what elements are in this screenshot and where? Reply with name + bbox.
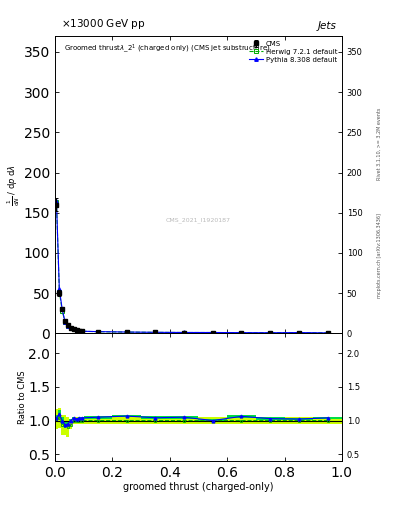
Pythia 8.308 default: [60, 306, 64, 312]
Line: Pythia 8.308 default: Pythia 8.308 default: [55, 199, 329, 335]
Pythia 8.308 default: [66, 323, 70, 329]
Pythia 8.308 default: [63, 319, 68, 325]
Pythia 8.308 default: [54, 198, 59, 204]
Legend: CMS, Herwig 7.2.1 default, Pythia 8.308 default: CMS, Herwig 7.2.1 default, Pythia 8.308 …: [248, 39, 338, 65]
Herwig 7.2.1 default: [211, 329, 215, 335]
Herwig 7.2.1 default: [74, 327, 79, 333]
Herwig 7.2.1 default: [96, 329, 101, 335]
Herwig 7.2.1 default: [325, 330, 330, 336]
Pythia 8.308 default: [74, 327, 79, 333]
Pythia 8.308 default: [68, 325, 73, 331]
Herwig 7.2.1 default: [239, 330, 244, 336]
Herwig 7.2.1 default: [77, 328, 82, 334]
Herwig 7.2.1 default: [71, 326, 76, 332]
Herwig 7.2.1 default: [54, 199, 59, 205]
Text: $\times$13000 GeV pp: $\times$13000 GeV pp: [61, 17, 145, 31]
Text: Rivet 3.1.10, >= 3.2M events: Rivet 3.1.10, >= 3.2M events: [377, 107, 382, 180]
Herwig 7.2.1 default: [57, 288, 62, 294]
Pythia 8.308 default: [297, 330, 301, 336]
Pythia 8.308 default: [80, 328, 84, 334]
Pythia 8.308 default: [211, 329, 215, 335]
Herwig 7.2.1 default: [125, 329, 129, 335]
Herwig 7.2.1 default: [60, 308, 64, 314]
Text: Groomed thrust$\lambda\_2^1$ (charged only) (CMS jet substructure): Groomed thrust$\lambda\_2^1$ (charged on…: [64, 42, 270, 55]
Pythia 8.308 default: [182, 329, 187, 335]
Pythia 8.308 default: [96, 329, 101, 335]
Herwig 7.2.1 default: [68, 325, 73, 331]
Pythia 8.308 default: [77, 328, 82, 334]
Herwig 7.2.1 default: [268, 330, 273, 336]
Pythia 8.308 default: [71, 326, 76, 332]
Line: Herwig 7.2.1 default: Herwig 7.2.1 default: [55, 201, 329, 335]
Pythia 8.308 default: [153, 329, 158, 335]
Pythia 8.308 default: [125, 329, 129, 335]
Text: CMS_2021_I1920187: CMS_2021_I1920187: [166, 218, 231, 223]
Herwig 7.2.1 default: [153, 329, 158, 335]
Pythia 8.308 default: [325, 330, 330, 336]
Pythia 8.308 default: [239, 330, 244, 336]
Text: Jets: Jets: [317, 22, 336, 31]
Text: mcplots.cern.ch [arXiv:1306.3436]: mcplots.cern.ch [arXiv:1306.3436]: [377, 214, 382, 298]
Herwig 7.2.1 default: [182, 329, 187, 335]
Y-axis label: Ratio to CMS: Ratio to CMS: [18, 370, 27, 424]
Herwig 7.2.1 default: [297, 330, 301, 336]
X-axis label: groomed thrust (charged-only): groomed thrust (charged-only): [123, 482, 274, 493]
Pythia 8.308 default: [57, 286, 62, 292]
Herwig 7.2.1 default: [66, 323, 70, 329]
Y-axis label: $\frac{1}{\mathrm{d}N}$ / $\mathrm{d}p$ $\mathrm{d}\lambda$: $\frac{1}{\mathrm{d}N}$ / $\mathrm{d}p$ …: [6, 163, 22, 206]
Herwig 7.2.1 default: [63, 319, 68, 325]
Pythia 8.308 default: [268, 330, 273, 336]
Herwig 7.2.1 default: [80, 328, 84, 334]
